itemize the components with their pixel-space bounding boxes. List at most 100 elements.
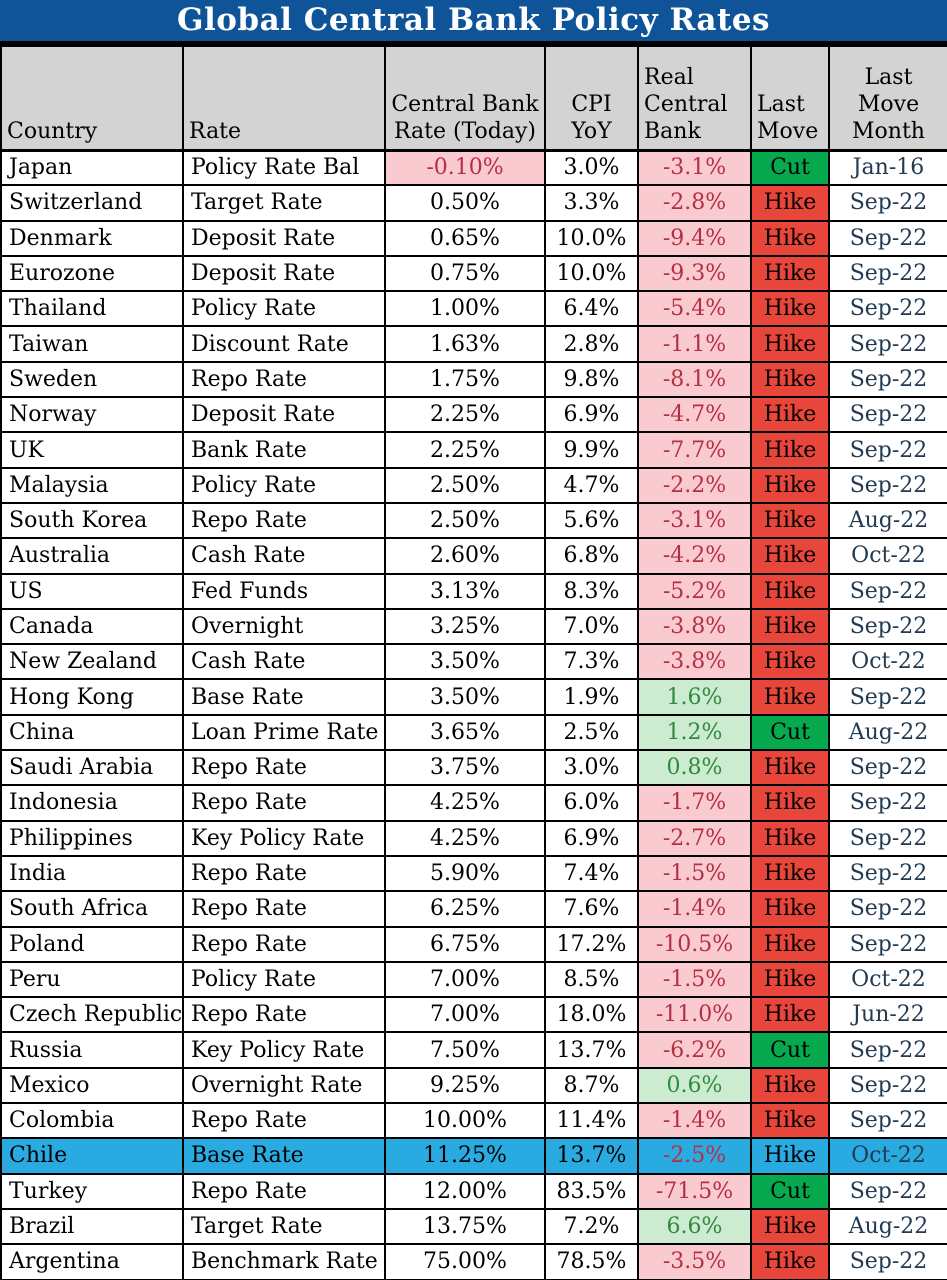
cell-last-move-month: Sep-22: [828, 854, 947, 893]
cell-rate: Key Policy Rate: [182, 819, 386, 857]
cell-real-central-bank: -2.5%: [637, 1137, 752, 1175]
cell-last-move: Hike: [750, 360, 830, 399]
cell-real-central-bank: -1.4%: [637, 890, 752, 928]
cell-last-move-month: Sep-22: [828, 819, 947, 857]
table-body: Japan Policy Rate Bal -0.10% 3.0% -3.1% Cut Ja…: [0, 148, 947, 1280]
cell-last-move: Hike: [750, 1207, 830, 1246]
cell-country: Malaysia: [0, 466, 184, 504]
cell-last-move-month: Sep-22: [828, 749, 947, 787]
cell-cpi-yoy: 2.8%: [544, 325, 639, 363]
table-row: Taiwan Discount Rate 1.63% 2.8% -1.1% Hike Sep…: [0, 325, 947, 363]
cell-rate: Target Rate: [182, 184, 386, 222]
cell-cpi-yoy: 9.9%: [544, 431, 639, 469]
cell-central-bank-rate: 0.65%: [384, 219, 546, 257]
cell-last-move: Cut: [750, 713, 830, 752]
cell-last-move: Hike: [750, 254, 830, 293]
cell-central-bank-rate: 9.25%: [384, 1066, 546, 1105]
cell-country: Argentina: [0, 1243, 184, 1280]
cell-rate: Target Rate: [182, 1207, 386, 1246]
column-header-last-move: Last Move: [750, 45, 830, 152]
cell-central-bank-rate: 2.25%: [384, 431, 546, 469]
cell-last-move: Hike: [750, 219, 830, 257]
cell-country: Colombia: [0, 1102, 184, 1140]
cell-central-bank-rate: 3.50%: [384, 678, 546, 716]
cell-rate: Policy Rate Bal: [182, 148, 386, 187]
cell-central-bank-rate: -0.10%: [384, 148, 546, 187]
cell-central-bank-rate: 6.25%: [384, 890, 546, 928]
cell-real-central-bank: -9.3%: [637, 254, 752, 293]
cell-last-move: Hike: [750, 466, 830, 504]
table-row: India Repo Rate 5.90% 7.4% -1.5% Hike Sep-22: [0, 854, 947, 893]
cell-last-move-month: Sep-22: [828, 325, 947, 363]
cell-cpi-yoy: 83.5%: [544, 1172, 639, 1210]
cell-country: Czech Republic: [0, 996, 184, 1034]
cell-last-move: Hike: [750, 1243, 830, 1280]
cell-country: South Africa: [0, 890, 184, 928]
cell-country: Japan: [0, 148, 184, 187]
cell-central-bank-rate: 6.75%: [384, 925, 546, 963]
table-row: Argentina Benchmark Rate 75.00% 78.5% -3.5% H…: [0, 1243, 947, 1280]
column-header-central-bank-rate: Central Bank Rate (Today): [384, 45, 546, 152]
cell-last-move: Hike: [750, 925, 830, 963]
cell-rate: Policy Rate: [182, 290, 386, 328]
cell-last-move: Hike: [750, 960, 830, 999]
cell-real-central-bank: -4.2%: [637, 537, 752, 575]
cell-last-move-month: Sep-22: [828, 678, 947, 716]
cell-real-central-bank: -11.0%: [637, 996, 752, 1034]
cell-real-central-bank: -8.1%: [637, 360, 752, 399]
cell-cpi-yoy: 1.9%: [544, 678, 639, 716]
cell-last-move: Hike: [750, 290, 830, 328]
table-row: China Loan Prime Rate 3.65% 2.5% 1.2% Cut Aug-…: [0, 713, 947, 752]
cell-last-move: Hike: [750, 643, 830, 681]
cell-last-move: Hike: [750, 184, 830, 222]
cell-last-move: Hike: [750, 396, 830, 434]
cell-last-move-month: Sep-22: [828, 466, 947, 504]
table-row: Norway Deposit Rate 2.25% 6.9% -4.7% Hike Sep-…: [0, 396, 947, 434]
cell-last-move: Hike: [750, 1102, 830, 1140]
cell-country: Norway: [0, 396, 184, 434]
cell-country: UK: [0, 431, 184, 469]
cell-real-central-bank: -1.4%: [637, 1102, 752, 1140]
cell-last-move: Hike: [750, 607, 830, 646]
cell-last-move-month: Jan-16: [828, 148, 947, 187]
cell-real-central-bank: 1.2%: [637, 713, 752, 752]
cell-country: Mexico: [0, 1066, 184, 1105]
cell-real-central-bank: -2.8%: [637, 184, 752, 222]
cell-cpi-yoy: 6.4%: [544, 290, 639, 328]
cell-cpi-yoy: 13.7%: [544, 1137, 639, 1175]
table-row: Hong Kong Base Rate 3.50% 1.9% 1.6% Hike Sep-2…: [0, 678, 947, 716]
cell-country: Eurozone: [0, 254, 184, 293]
cell-central-bank-rate: 12.00%: [384, 1172, 546, 1210]
cell-real-central-bank: -7.7%: [637, 431, 752, 469]
cell-cpi-yoy: 10.0%: [544, 254, 639, 293]
cell-country: Australia: [0, 537, 184, 575]
cell-real-central-bank: -3.1%: [637, 148, 752, 187]
cell-rate: Discount Rate: [182, 325, 386, 363]
cell-country: Indonesia: [0, 784, 184, 822]
policy-rates-table: Country Rate Central Bank Rate (Today) CPI …: [0, 45, 947, 1280]
cell-country: Thailand: [0, 290, 184, 328]
cell-last-move: Hike: [750, 1066, 830, 1105]
cell-last-move-month: Sep-22: [828, 360, 947, 399]
cell-central-bank-rate: 1.63%: [384, 325, 546, 363]
cell-cpi-yoy: 7.3%: [544, 643, 639, 681]
cell-last-move: Hike: [750, 537, 830, 575]
cell-real-central-bank: -3.8%: [637, 643, 752, 681]
cell-country: Turkey: [0, 1172, 184, 1210]
cell-cpi-yoy: 8.5%: [544, 960, 639, 999]
column-header-rate: Rate: [182, 45, 386, 152]
cell-rate: Bank Rate: [182, 431, 386, 469]
cell-country: Canada: [0, 607, 184, 646]
cell-real-central-bank: -3.5%: [637, 1243, 752, 1280]
cell-central-bank-rate: 10.00%: [384, 1102, 546, 1140]
cell-rate: Repo Rate: [182, 749, 386, 787]
cell-rate: Base Rate: [182, 678, 386, 716]
cell-central-bank-rate: 7.00%: [384, 996, 546, 1034]
table-row: Philippines Key Policy Rate 4.25% 6.9% -2.7%…: [0, 819, 947, 857]
cell-central-bank-rate: 3.25%: [384, 607, 546, 646]
cell-cpi-yoy: 3.3%: [544, 184, 639, 222]
cell-rate: Repo Rate: [182, 1102, 386, 1140]
cell-country: China: [0, 713, 184, 752]
cell-real-central-bank: -3.1%: [637, 501, 752, 540]
cell-cpi-yoy: 78.5%: [544, 1243, 639, 1280]
